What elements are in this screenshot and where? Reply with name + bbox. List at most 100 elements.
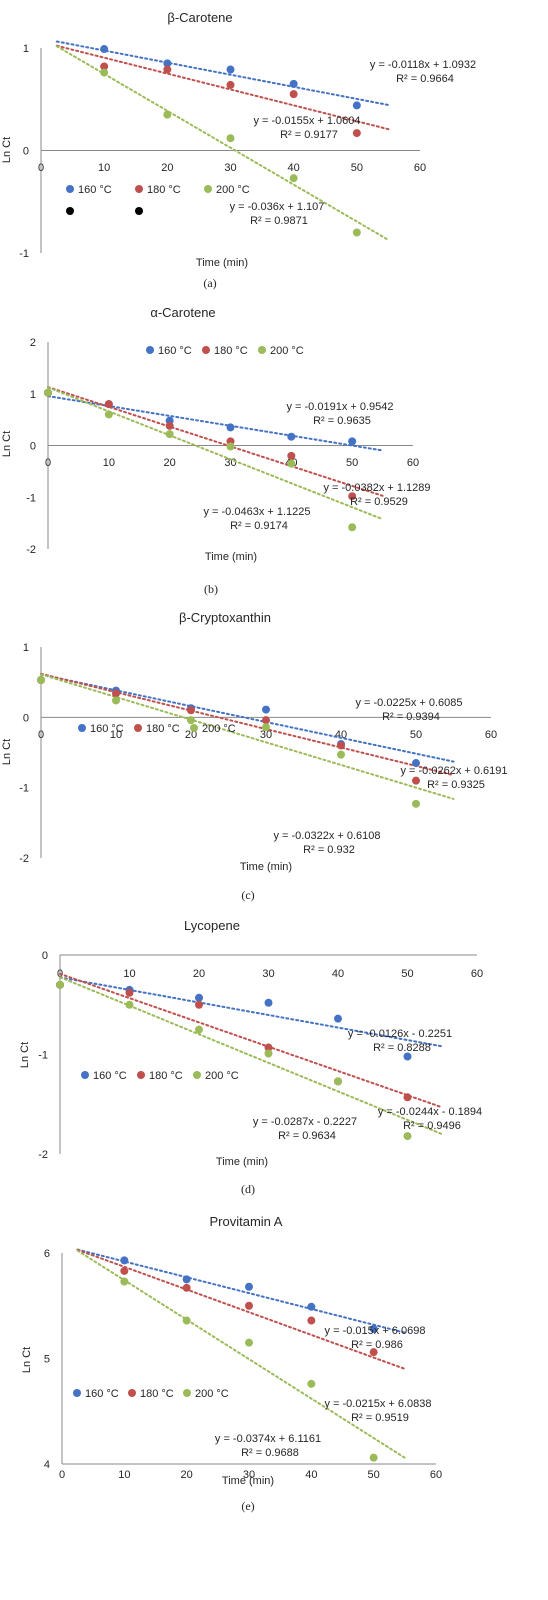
data-point	[44, 388, 52, 397]
y-tick-label: 2	[30, 337, 36, 349]
trend-r-squared: R² = 0.9688	[241, 1447, 299, 1459]
data-point	[352, 129, 361, 138]
trend-equation: y = -0.0244x - 0.1894	[378, 1106, 482, 1118]
legend-marker	[135, 207, 143, 215]
data-point	[262, 705, 270, 714]
data-point	[195, 1025, 203, 1034]
y-tick-label: 5	[44, 1354, 50, 1366]
data-point	[195, 993, 203, 1002]
trend-r-squared: R² = 0.9394	[382, 711, 440, 723]
data-point	[352, 228, 361, 237]
chart-title: β-Cryptoxanthin	[179, 610, 271, 625]
data-point	[337, 741, 345, 750]
trendline-180	[40, 672, 455, 777]
data-point	[112, 689, 120, 698]
legend-marker	[183, 1389, 191, 1397]
data-point	[264, 998, 273, 1007]
trend-r-squared: R² = 0.986	[351, 1339, 403, 1351]
trend-equation: y = -0.0374x + 6.1161	[215, 1433, 321, 1445]
x-tick-label: 30	[224, 162, 236, 174]
x-tick-label: 30	[260, 729, 272, 741]
data-point	[348, 437, 357, 446]
trendline-160	[76, 1248, 406, 1334]
trend-r-squared: R² = 0.9496	[403, 1120, 461, 1132]
legend-marker	[258, 346, 266, 354]
data-point	[226, 423, 235, 432]
y-tick-label: -2	[19, 853, 29, 865]
trend-equation: y = -0.0262x + 0.6191	[400, 765, 507, 777]
data-point	[163, 65, 172, 74]
y-axis-label: Ln Ct	[1, 431, 13, 457]
trendline-180	[76, 1248, 406, 1370]
trendline-200	[47, 386, 384, 521]
x-tick-label: 60	[430, 1469, 442, 1481]
trend-r-squared: R² = 0.9529	[350, 496, 408, 508]
trend-r-squared: R² = 0.9634	[278, 1130, 336, 1142]
data-point	[245, 1282, 253, 1291]
x-tick-label: 20	[185, 729, 197, 741]
trendline-160	[55, 40, 390, 106]
data-point	[226, 134, 235, 143]
y-tick-label: 0	[30, 441, 36, 453]
x-tick-label: 10	[110, 729, 122, 741]
trend-equation: y = -0.0322x + 0.6108	[273, 830, 380, 842]
legend-label: 160 °C	[85, 1388, 119, 1400]
x-tick-label: 10	[103, 457, 115, 469]
trendline-180	[59, 972, 444, 1109]
x-tick-label: 60	[407, 457, 419, 469]
x-tick-label: 50	[410, 729, 422, 741]
trend-equation: y = -0.0191x + 0.9542	[286, 401, 393, 413]
x-axis-label: Time (min)	[196, 257, 248, 269]
trendline-200	[76, 1249, 406, 1459]
data-point	[369, 1324, 378, 1333]
legend-marker	[66, 207, 74, 215]
legend-label: 160 °C	[90, 723, 124, 735]
chart-panel-5: Provitamin A Time (min) Ln Ct (e) 0 10 20 30 40 5…	[21, 1214, 442, 1513]
data-point	[182, 1275, 191, 1284]
trend-equation: y = -0.0225x + 0.6085	[355, 697, 462, 709]
data-point	[100, 45, 109, 54]
legend-label: 180 °C	[140, 1388, 174, 1400]
data-point	[262, 723, 270, 732]
trend-equation: y = -0.0155x + 1.0604	[253, 115, 360, 127]
data-point	[165, 430, 174, 439]
x-tick-label: 30	[243, 1469, 255, 1481]
x-tick-label: 0	[38, 729, 44, 741]
x-tick-label: 0	[59, 1469, 65, 1481]
x-tick-label: 50	[351, 162, 363, 174]
panel-caption: (d)	[241, 1182, 255, 1196]
trendline-180	[55, 44, 390, 131]
x-tick-label: 60	[485, 729, 497, 741]
x-tick-label: 40	[332, 968, 344, 980]
legend-marker	[146, 346, 154, 354]
trendline-160	[40, 673, 455, 763]
data-point	[226, 80, 235, 89]
trend-equation: y = -0.0382x + 1.1289	[323, 482, 430, 494]
trend-r-squared: R² = 0.9664	[396, 73, 454, 85]
trendline-200	[59, 976, 444, 1136]
data-point	[100, 68, 109, 77]
data-point	[165, 421, 174, 430]
y-tick-label: -2	[38, 1149, 48, 1161]
y-axis-label: Ln Ct	[1, 739, 13, 765]
data-point	[289, 79, 298, 88]
legend-label: 200 °C	[205, 1070, 239, 1082]
data-point	[264, 1043, 273, 1052]
data-point	[287, 451, 296, 460]
data-point	[403, 1093, 412, 1102]
trendline-160	[47, 395, 384, 452]
panel-caption: (a)	[203, 276, 216, 290]
legend-marker	[134, 724, 142, 732]
legend-label: 180 °C	[214, 345, 248, 357]
trendline-200	[40, 673, 455, 800]
y-tick-label: 1	[30, 389, 36, 401]
y-tick-label: 0	[23, 712, 29, 724]
data-point	[226, 442, 235, 451]
x-tick-label: 50	[368, 1469, 380, 1481]
x-tick-label: 20	[164, 457, 176, 469]
legend-marker	[135, 185, 143, 193]
data-point	[348, 523, 357, 532]
legend-label: 180 °C	[147, 184, 181, 196]
